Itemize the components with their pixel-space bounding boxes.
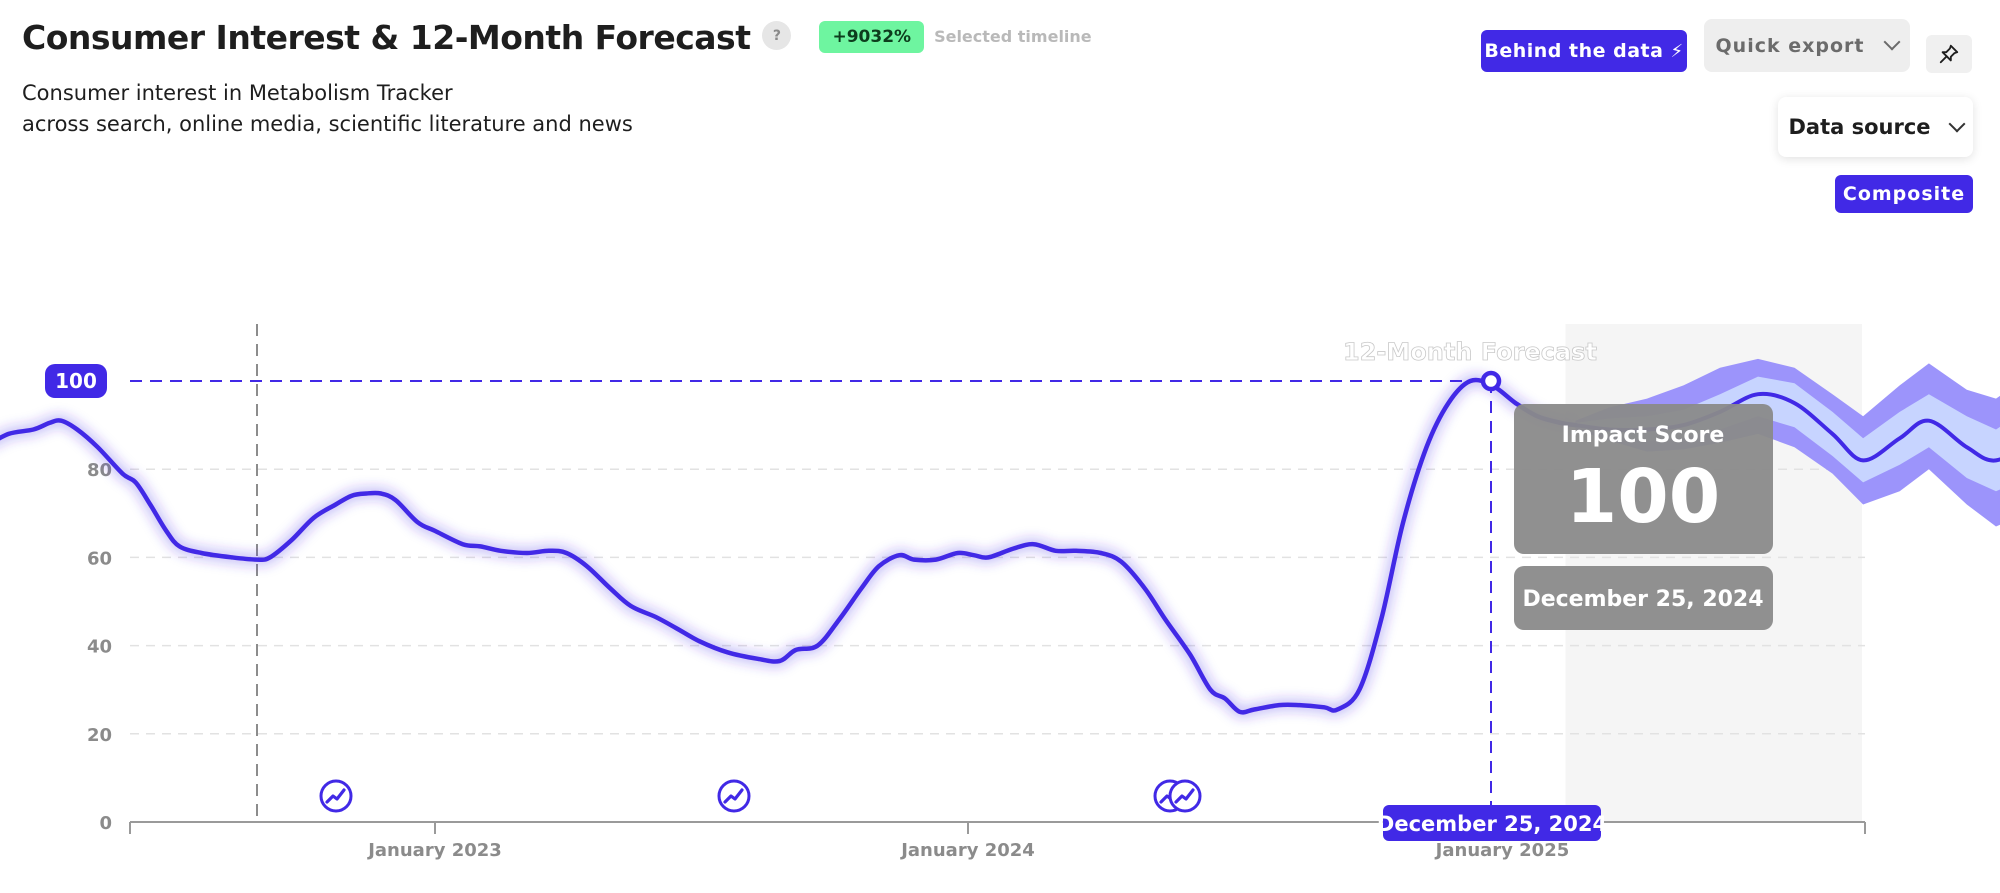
subtitle-line-2: across search, online media, scientific …: [22, 112, 633, 136]
reference-badge-label: 100: [55, 369, 97, 393]
quick-export-button[interactable]: Quick export: [1704, 19, 1910, 72]
event-icon-glyph: [723, 788, 744, 804]
behind-the-data-button[interactable]: Behind the data ⚡: [1481, 30, 1687, 72]
pin-icon: [1939, 44, 1959, 64]
bolt-icon: ⚡: [1670, 40, 1684, 62]
impact-tooltip: Impact Score 100 December 25, 2024: [1514, 404, 1773, 630]
subtitle-line-1: Consumer interest in Metabolism Tracker: [22, 81, 453, 105]
pin-button[interactable]: [1926, 35, 1972, 73]
hover-point[interactable]: [1480, 370, 1502, 392]
tooltip-date-box: [1514, 566, 1773, 630]
actual-series-line: [0, 377, 1578, 715]
x-tick-label: January 2025: [1434, 840, 1570, 861]
actual-line-glow: [0, 374, 1577, 718]
x-tick-label: January 2024: [899, 840, 1035, 861]
tooltip-date: December 25, 2024: [1522, 587, 1763, 612]
forecast-band-outer: [1575, 358, 2000, 527]
help-icon[interactable]: ?: [762, 21, 792, 50]
y-tick-label: 0: [99, 813, 112, 834]
event-icon-glyph: [1174, 788, 1195, 804]
badge-caption: Selected timeline: [934, 27, 1092, 46]
axis-date-badge: [1383, 805, 1601, 841]
y-tick-label: 20: [87, 725, 112, 746]
event-icon-circle: [717, 779, 751, 813]
quick-export-label: Quick export: [1715, 34, 1865, 57]
trend-event-icon[interactable]: [717, 779, 751, 813]
page-title: Consumer Interest & 12-Month Forecast: [22, 18, 751, 57]
forecast-band-inner: [1575, 376, 2000, 492]
reference-badge: [45, 364, 107, 398]
event-icon-circle: [1168, 779, 1202, 813]
event-icon-circle: [319, 779, 353, 813]
chart-subtitle: Consumer interest in Metabolism Tracker …: [22, 78, 633, 140]
axis-date-badge-label: December 25, 2024: [1377, 812, 1607, 836]
y-tick-label: 60: [87, 548, 112, 569]
composite-button[interactable]: Composite: [1835, 175, 1973, 213]
trend-event-icon[interactable]: [1168, 779, 1202, 813]
change-badge: +9032%: [819, 20, 925, 53]
tooltip-score-box: [1514, 404, 1773, 554]
y-tick-label: 40: [87, 637, 112, 658]
x-tick-label: January 2023: [366, 840, 502, 861]
data-source-dropdown[interactable]: Data source: [1778, 97, 1973, 157]
data-source-label: Data source: [1788, 115, 1931, 139]
tooltip-value: 100: [1566, 454, 1720, 540]
tooltip-title: Impact Score: [1562, 423, 1725, 448]
y-tick-label: 80: [87, 460, 112, 481]
behind-the-data-label: Behind the data: [1484, 40, 1664, 62]
event-icon-glyph: [325, 788, 346, 804]
forecast-label: 12-Month Forecast: [1343, 338, 1597, 366]
title-row: Consumer Interest & 12-Month Forecast ? …: [22, 18, 1092, 57]
trend-event-icon[interactable]: [319, 779, 353, 813]
